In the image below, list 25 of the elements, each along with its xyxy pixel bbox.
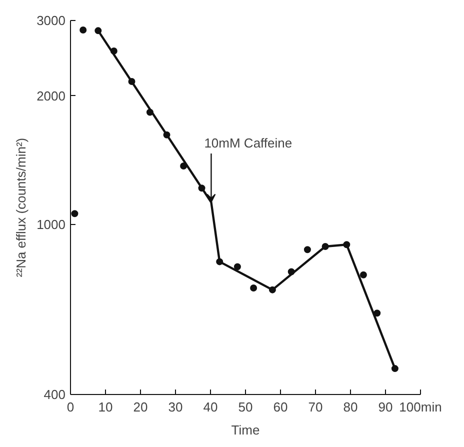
x-tick-label: 90 <box>378 400 393 414</box>
y-tick-label: 2000 <box>36 88 66 104</box>
x-tick-label: 40 <box>203 400 218 414</box>
x-tick-label: 80 <box>343 400 358 414</box>
x-tick-label: 0 <box>66 400 74 414</box>
x-tick-label: 20 <box>133 400 148 414</box>
point <box>304 246 311 254</box>
x-tick-label: 10 <box>98 400 113 414</box>
x-tick-label: 60 <box>273 400 288 414</box>
annotation: 10mM Caffeine <box>204 136 292 151</box>
x-axis-title: Time <box>231 422 260 438</box>
x-tick-label: 50 <box>238 400 253 414</box>
x-tick-label: 70 <box>308 400 323 414</box>
x-tick-label: 100min <box>399 400 442 414</box>
y-tick-label: 400 <box>44 387 66 402</box>
point <box>250 284 258 292</box>
point <box>360 271 367 278</box>
y-tick-label: 1000 <box>36 216 66 232</box>
y-tick-label: 3000 <box>36 13 66 28</box>
y-axis-title: ²²Na efflux (counts/min²) <box>14 138 29 278</box>
point <box>234 263 241 270</box>
point <box>71 210 78 218</box>
point <box>80 26 87 34</box>
point <box>374 310 381 317</box>
x-tick-label: 30 <box>168 400 183 414</box>
